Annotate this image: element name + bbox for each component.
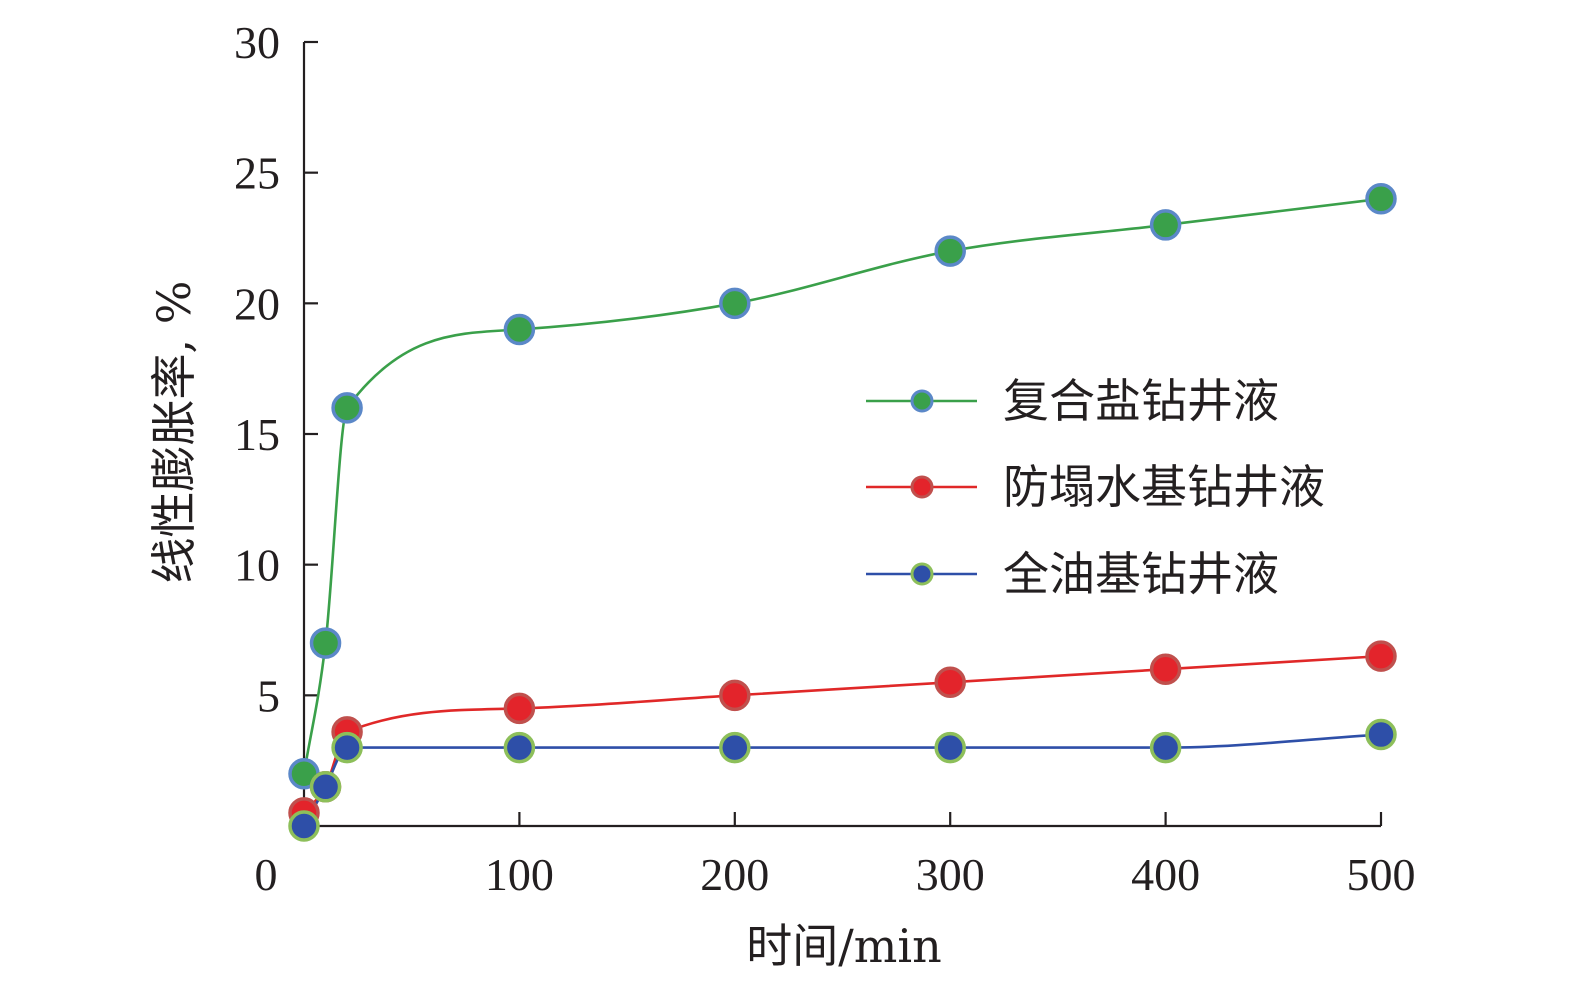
series-2-point — [934, 666, 966, 699]
series-1-point — [719, 287, 751, 320]
series-line-3 — [302, 733, 1382, 827]
series-3-point — [288, 810, 320, 842]
y-tick-label: 20 — [234, 278, 280, 329]
x-tick-label: 300 — [916, 849, 985, 900]
series-3-point — [309, 771, 342, 803]
series-3-point — [1365, 718, 1397, 751]
series-2-point — [719, 679, 751, 712]
y-tick-label: 15 — [234, 409, 280, 460]
series-2-point — [1365, 640, 1397, 672]
series-3-point — [934, 731, 966, 764]
series-3-point — [331, 731, 363, 764]
series-1-point — [1149, 209, 1182, 241]
legend-label: 全油基钻井液 — [1003, 547, 1279, 601]
series-1-point — [934, 235, 966, 267]
series-2-point — [503, 692, 536, 725]
series-line-1 — [302, 197, 1382, 774]
legend-entry-3: 全油基钻井液 — [866, 547, 1279, 601]
y-tick-label: 25 — [234, 148, 280, 199]
legend-entry-2: 防塌水基钻井液 — [866, 460, 1325, 514]
y-axis-title: 线性膨胀率, % — [147, 281, 201, 584]
series-line-2 — [302, 654, 1382, 814]
series-3-point — [1149, 731, 1182, 764]
legend-label: 防塌水基钻井液 — [1003, 460, 1325, 514]
series-2-point — [1149, 653, 1182, 685]
series-markers — [288, 183, 1397, 842]
y-tick-label: 30 — [234, 17, 280, 68]
x-tick-label: 100 — [485, 849, 554, 900]
legend-marker-swatch — [910, 475, 934, 499]
series-1-point — [1365, 183, 1397, 215]
x-tick-label: 200 — [700, 849, 769, 900]
y-tick-label: 5 — [257, 670, 280, 721]
legend-label: 复合盐钻井液 — [1003, 374, 1279, 428]
x-tick-label: 400 — [1131, 849, 1200, 900]
x-tick-label: 0 — [255, 849, 278, 900]
series-1-point — [331, 392, 363, 424]
x-tick-label: 500 — [1347, 849, 1416, 900]
series-1-point — [309, 627, 342, 659]
series-3-point — [719, 731, 751, 764]
y-tick-label: 10 — [234, 540, 280, 591]
series-1-point — [503, 313, 536, 346]
legend-marker-swatch — [910, 389, 934, 413]
x-axis-title: 时间/min — [746, 919, 941, 973]
legend-marker-swatch — [910, 562, 934, 586]
series-3-point — [503, 731, 536, 764]
legend-entry-1: 复合盐钻井液 — [866, 374, 1279, 428]
